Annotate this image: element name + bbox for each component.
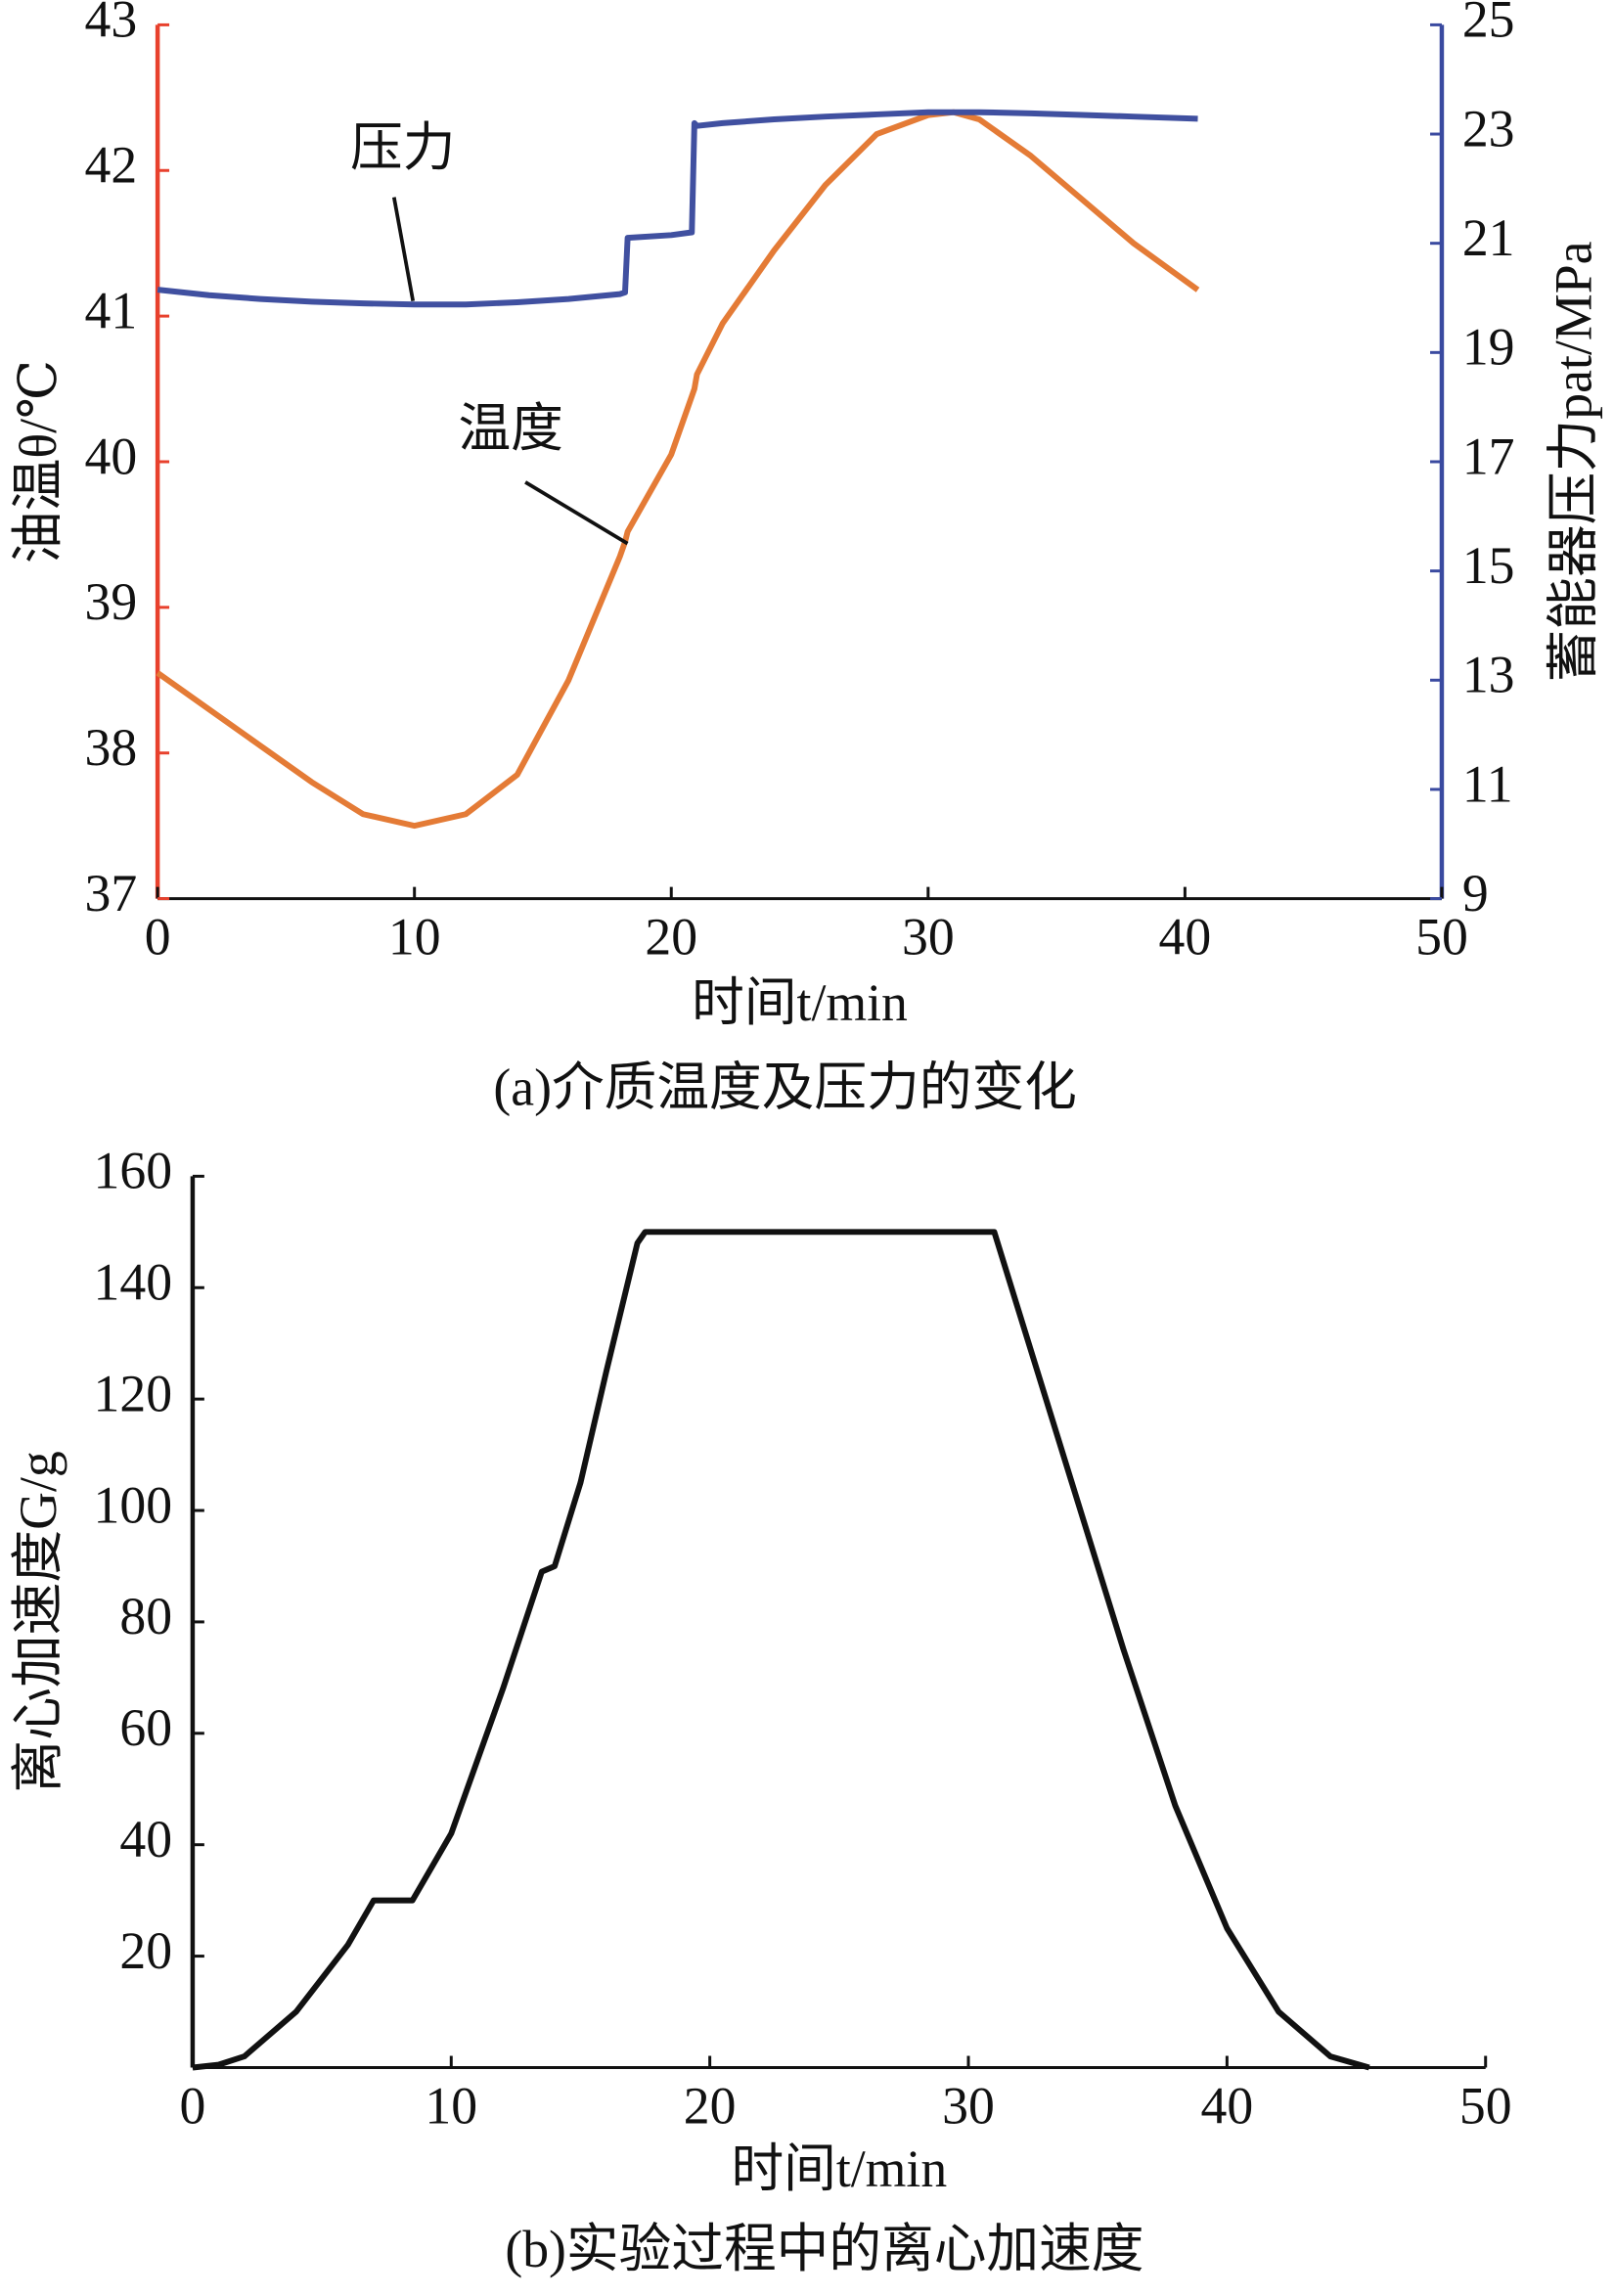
- x-tick-label: 30: [942, 2077, 995, 2136]
- caption: (a)介质温度及压力的变化: [493, 1058, 1076, 1117]
- y2-tick-label: 17: [1462, 427, 1515, 485]
- data-line: [156, 109, 1200, 830]
- y-tick-label: 60: [119, 1698, 172, 1757]
- x-tick-label: 30: [902, 908, 955, 967]
- y-tick-label: 42: [85, 136, 138, 195]
- y2-axis-label: 蓄能器压力pat/MPa: [1545, 241, 1603, 682]
- y-tick-label: 40: [119, 1810, 172, 1868]
- y-tick-label: 140: [94, 1253, 173, 1312]
- y-axis-label: 油温θ/℃: [9, 360, 67, 563]
- caption: (b)实验过程中的离心加速度: [505, 2220, 1143, 2278]
- y2-tick-label: 13: [1462, 646, 1515, 704]
- x-tick-label: 50: [1415, 908, 1468, 967]
- x-tick-label: 50: [1459, 2077, 1512, 2136]
- annotation: 压力: [350, 118, 455, 177]
- x-tick-label: 10: [388, 908, 441, 967]
- x-tick-label: 20: [684, 2077, 737, 2136]
- y2-tick-label: 11: [1462, 754, 1513, 813]
- y-tick-label: 80: [119, 1587, 172, 1645]
- y2-tick-label: 9: [1462, 864, 1489, 923]
- y-tick-label: 37: [85, 864, 138, 923]
- y-axis-label: 离心加速度G/g: [9, 1451, 67, 1792]
- data-line: [157, 109, 1198, 308]
- y-tick-label: 38: [85, 718, 138, 777]
- y-tick-label: 41: [85, 281, 138, 339]
- y2-tick-label: 19: [1462, 318, 1515, 377]
- y-tick-label: 100: [94, 1475, 173, 1534]
- y-tick-label: 120: [94, 1364, 173, 1422]
- y2-tick-label: 15: [1462, 536, 1515, 595]
- x-tick-label: 40: [1201, 2077, 1254, 2136]
- data-line: [192, 1229, 1370, 2071]
- annotation: 温度: [458, 399, 562, 458]
- x-tick-label: 0: [145, 908, 171, 967]
- y-tick-label: 39: [85, 572, 138, 631]
- x-tick-label: 10: [425, 2077, 477, 2136]
- annotation-leader: [524, 480, 629, 546]
- y2-tick-label: 21: [1462, 208, 1515, 267]
- x-tick-label: 0: [180, 2077, 206, 2136]
- y-tick-label: 20: [119, 1921, 172, 1980]
- x-tick-label: 40: [1159, 908, 1212, 967]
- y-tick-label: 43: [85, 0, 138, 49]
- x-axis-label: 时间t/min: [731, 2139, 947, 2198]
- y2-tick-label: 25: [1462, 0, 1515, 49]
- y-tick-label: 40: [85, 427, 138, 485]
- annotation-leader: [391, 197, 416, 302]
- y2-tick-label: 23: [1462, 99, 1515, 158]
- y-tick-label: 160: [94, 1142, 173, 1200]
- x-tick-label: 20: [645, 908, 697, 967]
- x-axis-label: 时间t/min: [692, 973, 908, 1032]
